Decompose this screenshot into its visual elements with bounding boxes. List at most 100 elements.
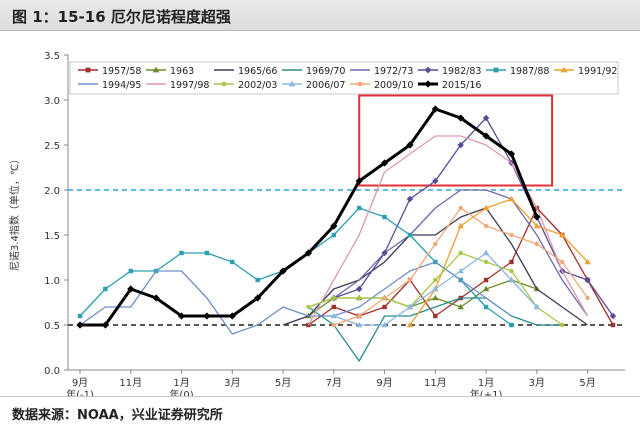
x-year-label: 年(-1) xyxy=(66,388,94,396)
data-point-2009-10 xyxy=(331,322,337,328)
data-point-2006-07 xyxy=(457,267,464,274)
highlight-box xyxy=(358,94,554,187)
y-tick-label: 3.0 xyxy=(44,96,60,107)
x-tick-label: 11月 xyxy=(119,377,142,389)
data-point-2015-16 xyxy=(127,285,135,293)
data-point-2009-10 xyxy=(585,295,590,301)
x-tick-label: 3月 xyxy=(224,377,240,389)
x-tick-label: 9月 xyxy=(72,377,88,389)
data-point-1957-58 xyxy=(483,277,489,283)
y-axis-label: 尼诺3.4指数（单位，℃） xyxy=(8,154,21,271)
x-year-label: 年(+1) xyxy=(470,388,503,396)
data-point-1957-58 xyxy=(331,304,337,310)
data-point-2002-03 xyxy=(560,322,565,328)
data-point-1987-88 xyxy=(77,313,83,319)
y-tick-label: 2.0 xyxy=(44,186,60,197)
data-point-2015-16 xyxy=(507,150,516,158)
y-tick-label: 0.5 xyxy=(44,321,60,332)
data-point-2009-10 xyxy=(483,223,489,229)
x-tick-label: 1月 xyxy=(478,377,494,389)
data-point-1987-88 xyxy=(103,286,108,292)
data-point-2015-16 xyxy=(482,132,490,140)
legend-marker-1982-83 xyxy=(424,66,432,74)
legend-label-1957-58: 1957/58 xyxy=(102,66,141,77)
data-point-2002-03 xyxy=(356,295,362,301)
data-point-2006-07 xyxy=(406,303,414,310)
data-point-2002-03 xyxy=(433,277,438,283)
data-point-1982-83 xyxy=(432,177,439,185)
data-point-2006-07 xyxy=(381,321,388,328)
data-point-1987-88 xyxy=(407,232,413,238)
data-point-2006-07 xyxy=(508,276,515,283)
series-line-1982-83 xyxy=(333,117,614,317)
legend-box xyxy=(69,61,619,95)
y-tick-label: 0.0 xyxy=(44,366,60,377)
series-line-1994-95 xyxy=(79,261,512,335)
data-point-1987-88 xyxy=(356,205,362,211)
legend-label-2009-10: 2009/10 xyxy=(374,80,413,91)
legend-label-1969-70: 1969/70 xyxy=(306,66,345,77)
data-point-2002-03 xyxy=(306,304,311,310)
data-point-2002-03 xyxy=(331,295,337,301)
data-point-2015-16 xyxy=(457,114,465,122)
data-point-1987-88 xyxy=(230,259,235,265)
x-tick-label: 5月 xyxy=(275,377,291,389)
legend-marker-2015-16 xyxy=(424,80,432,88)
data-point-2009-10 xyxy=(509,232,514,238)
x-year-label: 年(0) xyxy=(169,388,193,396)
data-point-2015-16 xyxy=(203,312,211,320)
data-point-1982-83 xyxy=(482,114,490,122)
legend-marker-2006-07 xyxy=(288,80,296,87)
legend-marker-1957-58 xyxy=(85,67,91,73)
data-point-1982-83 xyxy=(406,195,414,203)
data-point-2006-07 xyxy=(482,249,490,256)
data-point-2009-10 xyxy=(433,241,438,247)
x-tick-label: 5月 xyxy=(579,377,595,389)
data-point-1963 xyxy=(457,303,464,310)
data-point-2015-16 xyxy=(101,321,109,329)
data-point-2006-07 xyxy=(533,303,541,310)
data-point-2002-03 xyxy=(483,259,489,265)
data-point-2015-16 xyxy=(304,249,313,257)
source-divider xyxy=(0,396,640,397)
data-point-1982-83 xyxy=(355,285,363,293)
data-point-2015-16 xyxy=(533,213,541,221)
data-point-2002-03 xyxy=(509,268,514,274)
data-point-1987-88 xyxy=(382,214,387,220)
data-point-1991-92 xyxy=(584,258,591,265)
data-point-1957-58 xyxy=(610,322,616,328)
data-point-2015-16 xyxy=(152,294,160,302)
data-point-1982-83 xyxy=(381,249,388,257)
data-point-2015-16 xyxy=(330,222,338,230)
data-point-1987-88 xyxy=(128,268,133,274)
data-point-1991-92 xyxy=(533,222,541,229)
legend-marker-1991-92 xyxy=(560,66,568,73)
series-line-1965-66 xyxy=(282,207,588,326)
data-point-2006-07 xyxy=(432,285,439,292)
x-tick-label: 7月 xyxy=(326,377,342,389)
data-point-1987-88 xyxy=(483,304,489,310)
figure-title-bar: 图 1：15-16 厄尔尼诺程度超强 xyxy=(0,0,640,31)
data-point-1982-83 xyxy=(584,276,591,284)
x-tick-label: 9月 xyxy=(376,377,392,389)
legend-label-1987-88: 1987/88 xyxy=(510,66,549,77)
legend-label-2006-07: 2006/07 xyxy=(306,80,345,91)
data-point-2009-10 xyxy=(458,205,463,211)
series-line-1991-92 xyxy=(409,198,589,326)
legend-label-1997-98: 1997/98 xyxy=(170,80,209,91)
data-point-2015-16 xyxy=(254,294,262,302)
data-point-1991-92 xyxy=(406,321,414,328)
data-point-2006-07 xyxy=(355,321,363,328)
legend-marker-2002-03 xyxy=(221,81,227,87)
data-point-2015-16 xyxy=(431,105,439,113)
legend-label-1972-73: 1972/73 xyxy=(374,66,413,77)
y-tick-label: 1.0 xyxy=(44,276,60,287)
legend-marker-1963 xyxy=(152,66,160,73)
data-point-1982-83 xyxy=(609,312,617,320)
line-chart: 0.0 0.5 1.0 1.5 2.0 2.5 3.0 3.5 尼诺3.4指数（单位，℃） 9月 1… xyxy=(8,51,625,396)
series-line-1972-73 xyxy=(308,189,589,317)
legend-marker-1987-88 xyxy=(493,67,499,73)
data-point-1987-88 xyxy=(179,250,184,256)
y-tick-label: 1.5 xyxy=(44,231,60,242)
data-point-1987-88 xyxy=(509,322,514,328)
